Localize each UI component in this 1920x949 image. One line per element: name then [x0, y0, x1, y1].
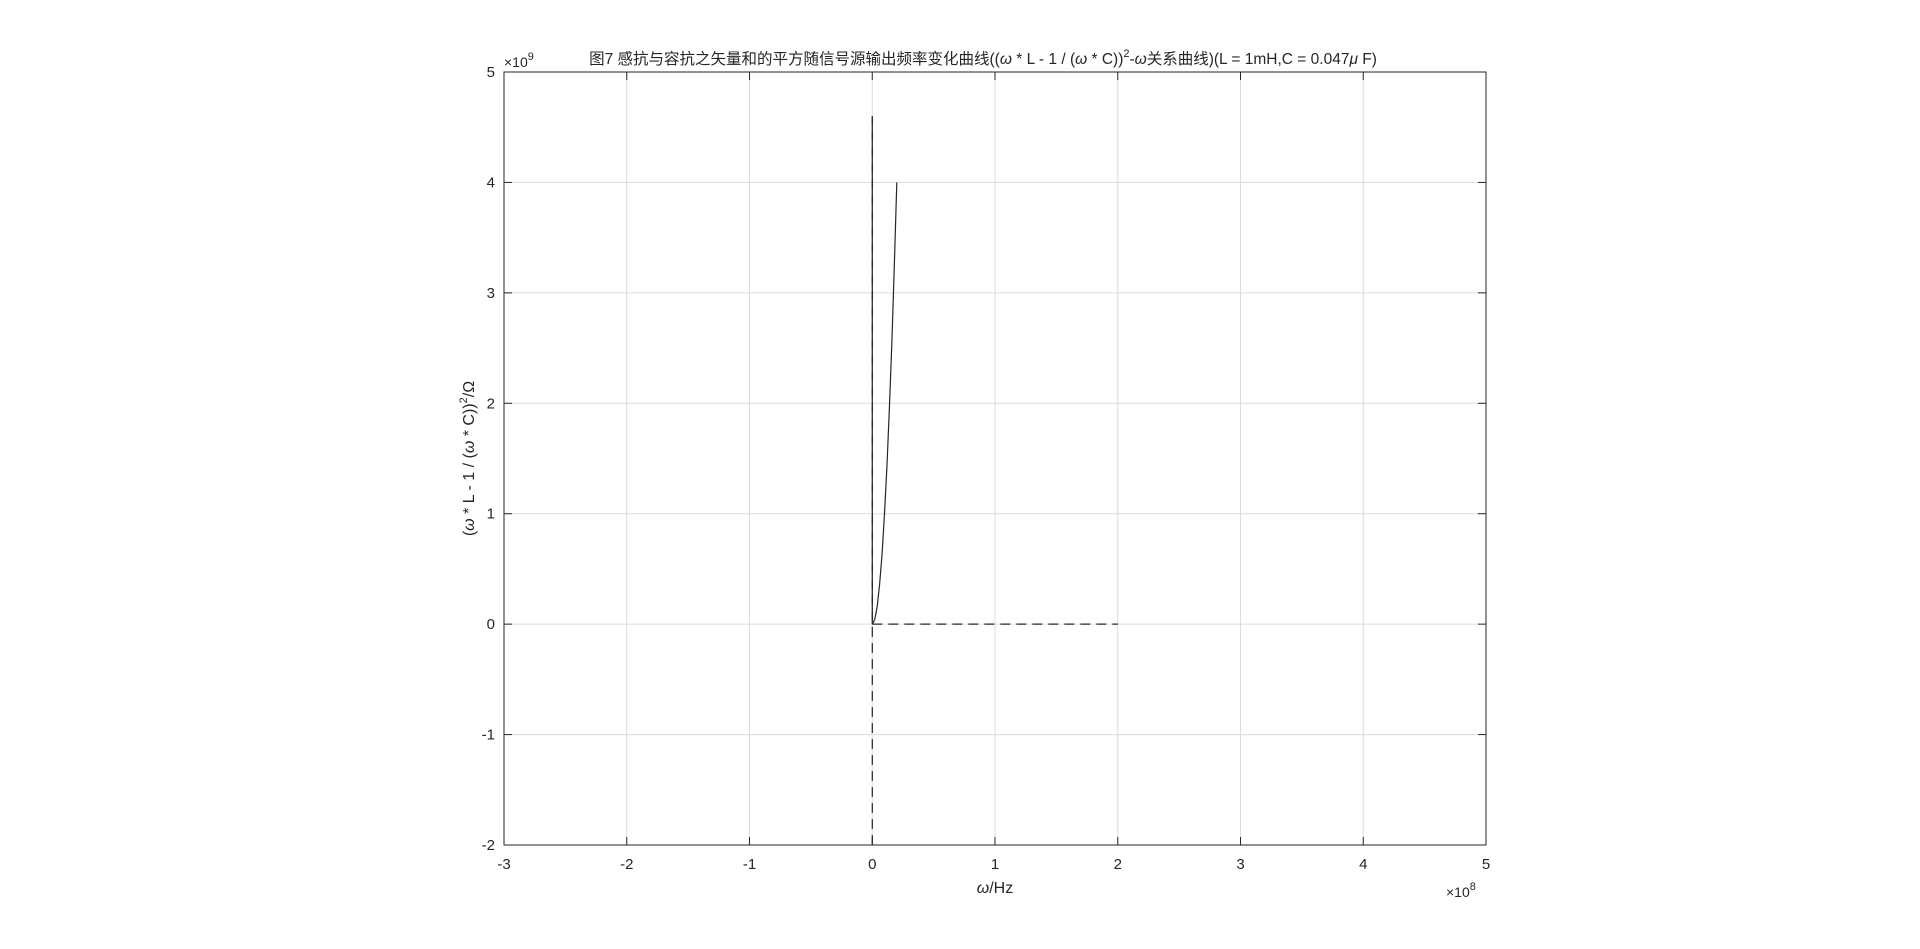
- x-tick-label: 3: [1236, 856, 1244, 873]
- x-tick-label: 2: [1114, 856, 1122, 873]
- x-tick-label: -1: [743, 856, 756, 873]
- y-tick-label: 3: [487, 285, 495, 302]
- y-axis-label: (ω * L - 1 / (ω * C))2/Ω: [458, 381, 478, 536]
- series-layer: [871, 116, 1118, 845]
- y-tick-label: 5: [487, 64, 495, 81]
- x-tick-label: -2: [620, 856, 633, 873]
- x-axis-exponent: ×108: [1446, 881, 1476, 900]
- y-tick-label: 0: [487, 616, 495, 633]
- series-line-1: [871, 182, 898, 625]
- y-tick-label: 4: [487, 174, 495, 191]
- x-tick-label: 5: [1482, 856, 1490, 873]
- chart-title: 图7 感抗与容抗之矢量和的平方随信号源输出频率变化曲线((ω * L - 1 /…: [589, 48, 1377, 68]
- y-tick-label: 1: [487, 506, 495, 523]
- x-tick-label: 4: [1359, 856, 1367, 873]
- x-tick-label: -3: [497, 856, 510, 873]
- y-tick-label: -2: [482, 837, 495, 854]
- x-axis-label: ω/Hz: [977, 880, 1013, 897]
- grid-layer: [503, 71, 1487, 846]
- y-tick-label: -1: [482, 727, 495, 744]
- x-tick-label: 1: [991, 856, 999, 873]
- y-tick-label: 2: [487, 395, 495, 412]
- y-axis-exponent: ×109: [504, 51, 534, 70]
- x-tick-label: 0: [868, 856, 876, 873]
